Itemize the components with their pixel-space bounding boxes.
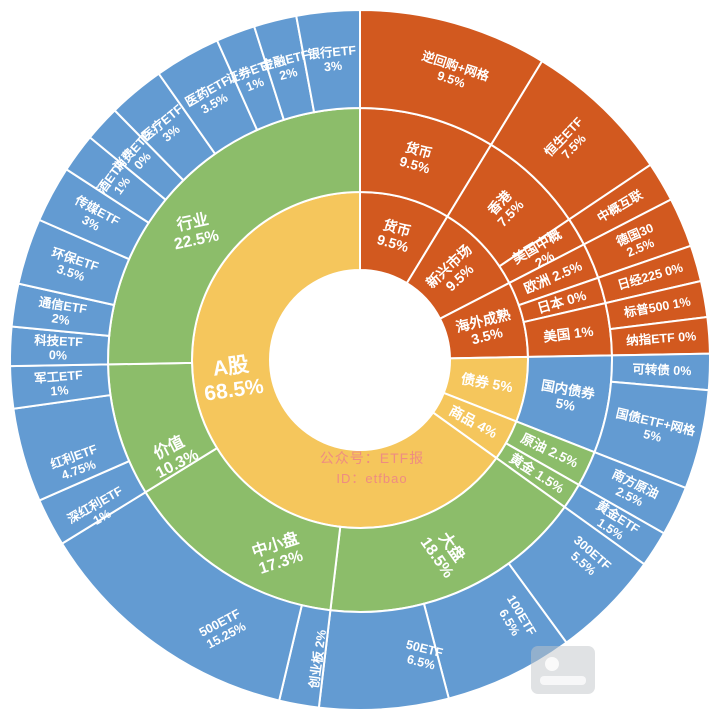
photo-watermark-bar	[540, 676, 586, 685]
sunburst-labels: 货币9.5% 新兴市场9.5%海外成熟3.5%债券 5%商品 4%A股68.5%货…	[33, 42, 698, 690]
label-outer-银行ETF: 银行ETF3%	[307, 42, 358, 75]
photo-watermark-box	[531, 646, 595, 694]
photo-watermark-icon	[545, 657, 559, 671]
label-middle-美国: 美国 1%	[542, 323, 594, 345]
account-watermark-line1: 公众号：ETF报	[320, 450, 424, 466]
label-outer-50ETF: 50ETF6.5%	[401, 637, 445, 673]
label-middle-行业: 行业22.5%	[168, 208, 220, 254]
label-outer-军工ETF: 军工ETF1%	[34, 367, 85, 400]
label-outer-科技ETF: 科技ETF0%	[33, 332, 83, 363]
sunburst-slices	[9, 8, 711, 711]
account-watermark-line2: ID：etfbao	[336, 471, 407, 486]
segment-outer-银行ETF[interactable]	[295, 8, 361, 114]
label-outer-纳指ETF: 纳指ETF 0%	[626, 328, 697, 348]
photo-watermark	[531, 646, 595, 694]
label-outer-可转债: 可转债 0%	[632, 361, 692, 378]
